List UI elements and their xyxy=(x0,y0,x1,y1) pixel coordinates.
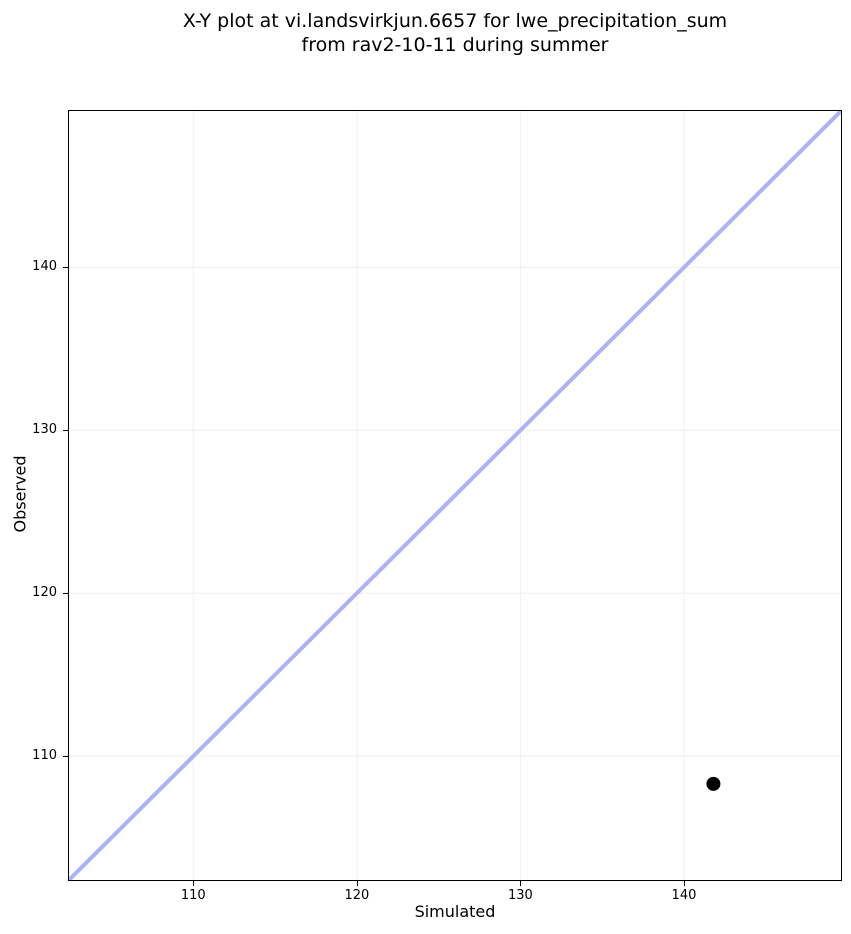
y-tick-mark xyxy=(63,593,68,595)
y-tick-label: 140 xyxy=(32,259,57,275)
x-tick-label: 110 xyxy=(180,888,206,903)
x-tick-label: 120 xyxy=(344,888,370,903)
x-tick-mark xyxy=(683,881,685,886)
y-tick-label: 110 xyxy=(32,748,57,764)
x-tick-label: 130 xyxy=(508,888,533,903)
plot-canvas xyxy=(69,111,841,880)
x-tick-mark xyxy=(193,881,195,886)
identity-line xyxy=(69,111,841,880)
x-axis-label: Simulated xyxy=(414,902,496,921)
x-tick-mark xyxy=(356,881,358,886)
chart-title: X-Y plot at vi.landsvirkjun.6657 for lwe… xyxy=(182,10,728,56)
y-tick-mark xyxy=(63,267,68,269)
y-tick-mark xyxy=(63,756,68,758)
plot-area xyxy=(68,110,842,881)
y-tick-mark xyxy=(63,430,68,432)
data-point xyxy=(706,776,721,791)
y-axis-label: Observed xyxy=(10,455,30,533)
x-tick-mark xyxy=(520,881,522,886)
y-tick-label: 130 xyxy=(32,422,57,438)
x-tick-label: 140 xyxy=(671,888,697,903)
y-tick-label: 120 xyxy=(32,585,57,601)
